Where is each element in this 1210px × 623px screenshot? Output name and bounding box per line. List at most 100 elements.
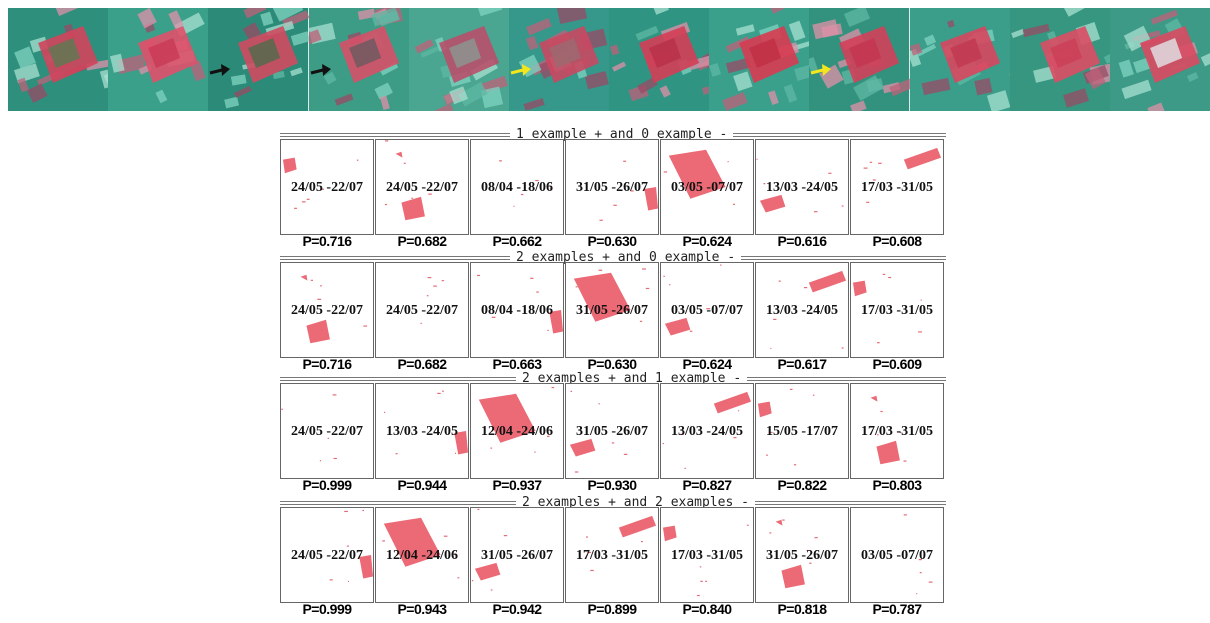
satellite-frame <box>809 8 910 111</box>
probability-label: P=0.630 <box>587 356 637 372</box>
result-thumbnail: 24/05 -22/07 <box>280 507 374 603</box>
probability-label: P=0.716 <box>302 356 352 372</box>
result-section: 1 example + and 0 example - 24/05 -22/07 2… <box>280 127 946 251</box>
detected-field-shape <box>382 517 460 579</box>
arrow-icon <box>308 8 409 111</box>
probability-label: P=0.930 <box>587 477 637 493</box>
detected-field-shape <box>499 160 552 207</box>
section-header-text: 2 examples + and 1 example - <box>516 371 748 386</box>
detected-field-shape <box>573 268 650 322</box>
detected-field-shape <box>300 274 368 344</box>
satellite-image-strip <box>8 8 1210 111</box>
satellite-frame <box>308 8 409 111</box>
date-range-label: 31/05 -26/07 <box>576 424 648 439</box>
probability-label: P=0.827 <box>682 477 732 493</box>
result-thumbnail: 08/04 -18/06 <box>470 139 564 235</box>
probability-row: P=0.716 P=0.682 P=0.662 P=0.630 P=0.624 P=0.6… <box>280 233 946 249</box>
detected-field-shape <box>569 390 628 473</box>
result-thumbnail: 31/05 -26/07 <box>565 262 659 358</box>
date-range-label: 24/05 -22/07 <box>291 180 363 195</box>
probability-label: P=0.624 <box>682 356 732 372</box>
detected-field-shape <box>663 264 722 336</box>
detected-field-shape <box>477 274 563 334</box>
probability-label: P=0.999 <box>302 601 352 617</box>
result-thumbnail: 12/04 -24/06 <box>470 383 564 479</box>
result-thumbnail: 31/05 -26/07 <box>470 507 564 603</box>
date-range-label: 31/05 -26/07 <box>576 303 648 318</box>
result-thumbnail: 12/04 -24/06 <box>375 507 469 603</box>
detected-field-shape <box>757 388 815 466</box>
probability-label: P=0.617 <box>777 356 827 372</box>
section-header-text: 2 examples + and 0 example - <box>510 250 742 265</box>
probability-label: P=0.608 <box>872 233 922 249</box>
section-header: 2 examples + and 2 examples - <box>280 495 946 510</box>
result-thumbnail: 24/05 -22/07 <box>280 383 374 479</box>
satellite-frame <box>208 8 309 111</box>
detected-field-shape <box>329 509 373 583</box>
date-range-label: 24/05 -22/07 <box>291 424 363 439</box>
probability-label: P=0.822 <box>777 477 827 493</box>
probability-label: P=0.630 <box>587 233 637 249</box>
probability-label: P=0.937 <box>492 477 542 493</box>
section-header: 2 examples + and 0 example - <box>280 250 946 265</box>
date-range-label: 03/05 -07/07 <box>861 548 933 563</box>
probability-label: P=0.944 <box>397 477 447 493</box>
date-range-label: 24/05 -22/07 <box>291 303 363 318</box>
arrow-icon <box>508 8 610 111</box>
probability-label: P=0.999 <box>302 477 352 493</box>
detected-field-shape <box>281 394 337 462</box>
section-header-text: 1 example + and 0 example - <box>510 127 734 142</box>
result-thumbnail: 13/03 -24/05 <box>755 262 849 358</box>
thumbnail-row: 24/05 -22/07 24/05 -22/07 08/04 -18/06 31/0… <box>280 262 946 358</box>
result-thumbnail: 31/05 -26/07 <box>565 383 659 479</box>
result-thumbnail: 03/05 -07/07 <box>660 262 754 358</box>
probability-row: P=0.999 P=0.943 P=0.942 P=0.899 P=0.840 P=0.8… <box>280 601 946 617</box>
result-thumbnail: 24/05 -22/07 <box>375 262 469 358</box>
detected-field-shape <box>769 519 818 589</box>
probability-label: P=0.716 <box>302 233 352 249</box>
result-thumbnail: 17/03 -31/05 <box>565 507 659 603</box>
probability-label: P=0.662 <box>492 233 542 249</box>
date-range-label: 31/05 -26/07 <box>481 548 553 563</box>
probability-label: P=0.803 <box>872 477 922 493</box>
date-range-label: 24/05 -22/07 <box>386 303 458 318</box>
result-panels: 1 example + and 0 example -24/05 -22/07 2… <box>280 127 946 623</box>
detected-field-shape <box>863 147 942 203</box>
detected-field-shape <box>586 515 657 572</box>
satellite-frame <box>8 8 109 111</box>
date-range-label: 24/05 -22/07 <box>291 548 363 563</box>
probability-label: P=0.682 <box>397 233 447 249</box>
section-header-text: 2 examples + and 2 examples - <box>516 495 755 510</box>
probability-label: P=0.942 <box>492 601 542 617</box>
date-range-label: 17/03 -31/05 <box>861 424 933 439</box>
probability-label: P=0.818 <box>777 601 827 617</box>
result-thumbnail: 24/05 -22/07 <box>280 139 374 235</box>
date-range-label: 17/03 -31/05 <box>861 303 933 318</box>
result-thumbnail: 13/03 -24/05 <box>660 383 754 479</box>
probability-label: P=0.616 <box>777 233 827 249</box>
detected-field-shape <box>471 508 508 591</box>
date-range-label: 15/05 -17/07 <box>766 424 838 439</box>
result-thumbnail: 03/05 -07/07 <box>660 139 754 235</box>
satellite-frame <box>408 8 509 111</box>
probability-label: P=0.663 <box>492 356 542 372</box>
detected-field-shape <box>870 395 907 465</box>
date-range-label: 31/05 -26/07 <box>576 180 648 195</box>
thumbnail-row: 24/05 -22/07 13/03 -24/05 12/04 -24/06 31/0… <box>280 383 946 479</box>
detected-field-shape <box>852 273 922 344</box>
date-range-label: 24/05 -22/07 <box>386 180 458 195</box>
detected-field-shape <box>770 270 847 350</box>
detected-field-shape <box>903 514 933 595</box>
result-thumbnail: 13/03 -24/05 <box>375 383 469 479</box>
result-section: 2 examples + and 0 example -24/05 -22/07… <box>280 250 946 374</box>
result-thumbnail: 17/03 -31/05 <box>850 383 944 479</box>
satellite-frame <box>1109 8 1210 111</box>
result-thumbnail: 17/03 -31/05 <box>660 507 754 603</box>
probability-label: P=0.943 <box>397 601 447 617</box>
date-range-label: 08/04 -18/06 <box>481 303 553 318</box>
date-range-label: 12/04 -24/06 <box>481 424 553 439</box>
date-range-label: 12/04 -24/06 <box>386 548 458 563</box>
detected-field-shape <box>663 149 742 205</box>
satellite-frame <box>609 8 710 111</box>
probability-row: P=0.999 P=0.944 P=0.937 P=0.930 P=0.827 P=0.8… <box>280 477 946 493</box>
